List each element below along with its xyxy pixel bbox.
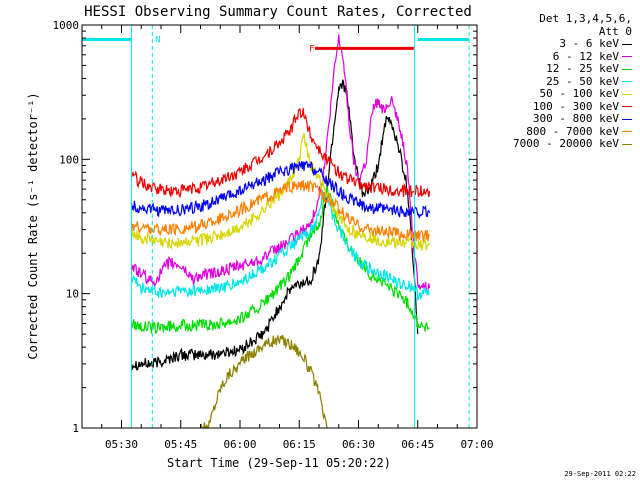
annotation-label-6: N	[155, 35, 160, 45]
series-line-5	[130, 107, 431, 199]
legend-label-8: 7000 - 20000 keV	[513, 137, 619, 150]
y-axis-label: Corrected Count Rate (s⁻¹ detector⁻¹)	[26, 92, 40, 359]
series-line-7	[130, 179, 431, 242]
x-tick-label-4: 06:30	[342, 438, 375, 451]
legend-item: 12 - 25 keV	[484, 62, 632, 76]
timestamp: 29-Sep-2011 02:22	[564, 470, 636, 478]
legend-item: 25 - 50 keV	[484, 74, 632, 89]
legend-swatch-3	[622, 81, 632, 83]
plot-frame	[81, 24, 478, 429]
x-tick-label-3: 06:15	[283, 438, 316, 451]
legend-item: 300 - 800 keV	[484, 112, 632, 126]
legend-label-1: 6 - 12 keV	[552, 49, 619, 63]
chart-title: HESSI Observing Summary Count Rates, Cor…	[84, 4, 472, 20]
legend-label-3: 25 - 50 keV	[546, 74, 619, 88]
y-tick-label-0: 1	[72, 422, 79, 435]
legend-label-0: 3 - 6 keV	[559, 37, 619, 50]
legend-item: 6 - 12 keV	[484, 49, 632, 64]
legend-label-2: 12 - 25 keV	[546, 62, 619, 75]
y-tick-label-3: 1000	[53, 19, 80, 32]
legend: Det 1,3,4,5,6, Att 0 3 - 6 keV 6 - 12 keV…	[484, 12, 632, 151]
legend-label-7: 800 - 7000 keV	[526, 124, 619, 138]
legend-item: 3 - 6 keV	[484, 37, 632, 51]
legend-swatch-8	[622, 143, 632, 145]
x-axis-label: Start Time (29-Sep-11 05:20:22)	[167, 456, 391, 470]
legend-swatch-2	[622, 68, 632, 70]
x-tick-label-1: 05:45	[164, 438, 197, 451]
x-tick-label-0: 05:30	[105, 438, 138, 451]
legend-item: 7000 - 20000 keV	[484, 137, 632, 151]
annotation-layer: NF	[82, 25, 470, 428]
annotation-label-8: F	[309, 44, 314, 54]
y-tick-label-2: 100	[59, 153, 79, 166]
x-tick-label-6: 07:00	[460, 438, 493, 451]
legend-header-line-2: Att 0	[598, 24, 632, 38]
legend-swatch-0	[622, 43, 632, 45]
x-axis: 05:30 05:45 06:00 06:15 06:30 06:45 07:00	[81, 25, 494, 451]
series-line-8	[199, 333, 328, 429]
legend-rows: 3 - 6 keV 6 - 12 keV 12 - 25 keV 25 - 50 ke…	[484, 37, 632, 151]
legend-label-6: 300 - 800 keV	[532, 112, 619, 125]
series-layer	[130, 34, 431, 429]
series-line-3	[130, 190, 431, 302]
legend-item: 800 - 7000 keV	[484, 124, 632, 139]
legend-item: 50 - 100 keV	[484, 87, 632, 101]
x-tick-label-5: 06:45	[401, 438, 434, 451]
legend-swatch-6	[622, 118, 632, 120]
legend-swatch-5	[622, 106, 632, 108]
series-line-6	[130, 160, 431, 219]
legend-label-5: 100 - 300 keV	[532, 99, 619, 113]
series-line-2	[130, 185, 430, 335]
legend-swatch-7	[622, 131, 632, 133]
series-line-1	[130, 34, 431, 294]
legend-header-line-1: Det 1,3,4,5,6,	[539, 12, 632, 25]
y-axis: 1 10 100 1000	[53, 19, 477, 435]
x-tick-label-2: 06:00	[223, 438, 256, 451]
legend-swatch-1	[622, 56, 632, 58]
legend-swatch-4	[622, 93, 632, 95]
legend-label-4: 50 - 100 keV	[539, 87, 619, 100]
legend-item: 100 - 300 keV	[484, 99, 632, 114]
y-tick-label-1: 10	[66, 288, 79, 301]
